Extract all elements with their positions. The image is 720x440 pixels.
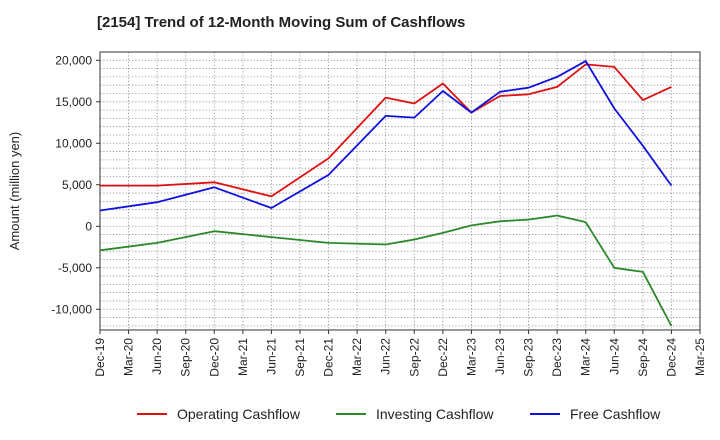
x-tick-label: Jun-22 [379,338,393,375]
y-tick-label: 0 [85,219,92,233]
x-tick-label: Sep-20 [179,338,193,377]
x-tick-label: Dec-21 [322,338,336,377]
x-tick-label: Dec-20 [207,338,221,377]
x-tick-label: Jun-23 [493,338,507,375]
x-tick-label: Mar-22 [350,338,364,376]
y-axis-title: Amount (million yen) [7,132,22,251]
x-tick-label: Dec-23 [550,338,564,377]
x-tick-label: Jun-20 [150,338,164,375]
legend-label-free-cashflow: Free Cashflow [570,406,661,422]
y-tick-label: 20,000 [55,53,92,67]
free-cashflow-line [99,60,673,212]
x-tick-label: Sep-21 [293,338,307,377]
y-tick-label: 15,000 [55,95,92,109]
x-tick-label: Dec-22 [436,338,450,377]
x-tick-label: Sep-23 [522,338,536,377]
y-tick-label: -10,000 [51,302,92,316]
x-tick-label: Sep-22 [407,338,421,377]
x-tick-label: Jun-21 [264,338,278,375]
x-tick-label: Mar-20 [122,338,136,376]
y-tick-label: -5,000 [58,261,92,275]
investing-cashflow-line [99,214,673,327]
operating-cashflow-line [100,63,672,198]
x-tick-label: Dec-19 [93,338,107,377]
x-tick-label: Mar-25 [693,338,707,376]
x-tick-label: Sep-24 [636,338,650,377]
x-tick-label: Dec-24 [664,338,678,377]
x-tick-label: Mar-21 [236,338,250,376]
x-tick-label: Mar-24 [579,338,593,376]
y-tick-label: 5,000 [62,178,92,192]
legend-label-investing-cashflow: Investing Cashflow [376,406,494,422]
x-tick-label: Mar-23 [464,338,478,376]
chart-title: [2154] Trend of 12-Month Moving Sum of C… [97,14,466,31]
x-tick-label: Jun-24 [607,338,621,375]
legend-label-operating-cashflow: Operating Cashflow [177,406,301,422]
plot-frame [99,51,701,331]
y-tick-label: 10,000 [55,136,92,150]
